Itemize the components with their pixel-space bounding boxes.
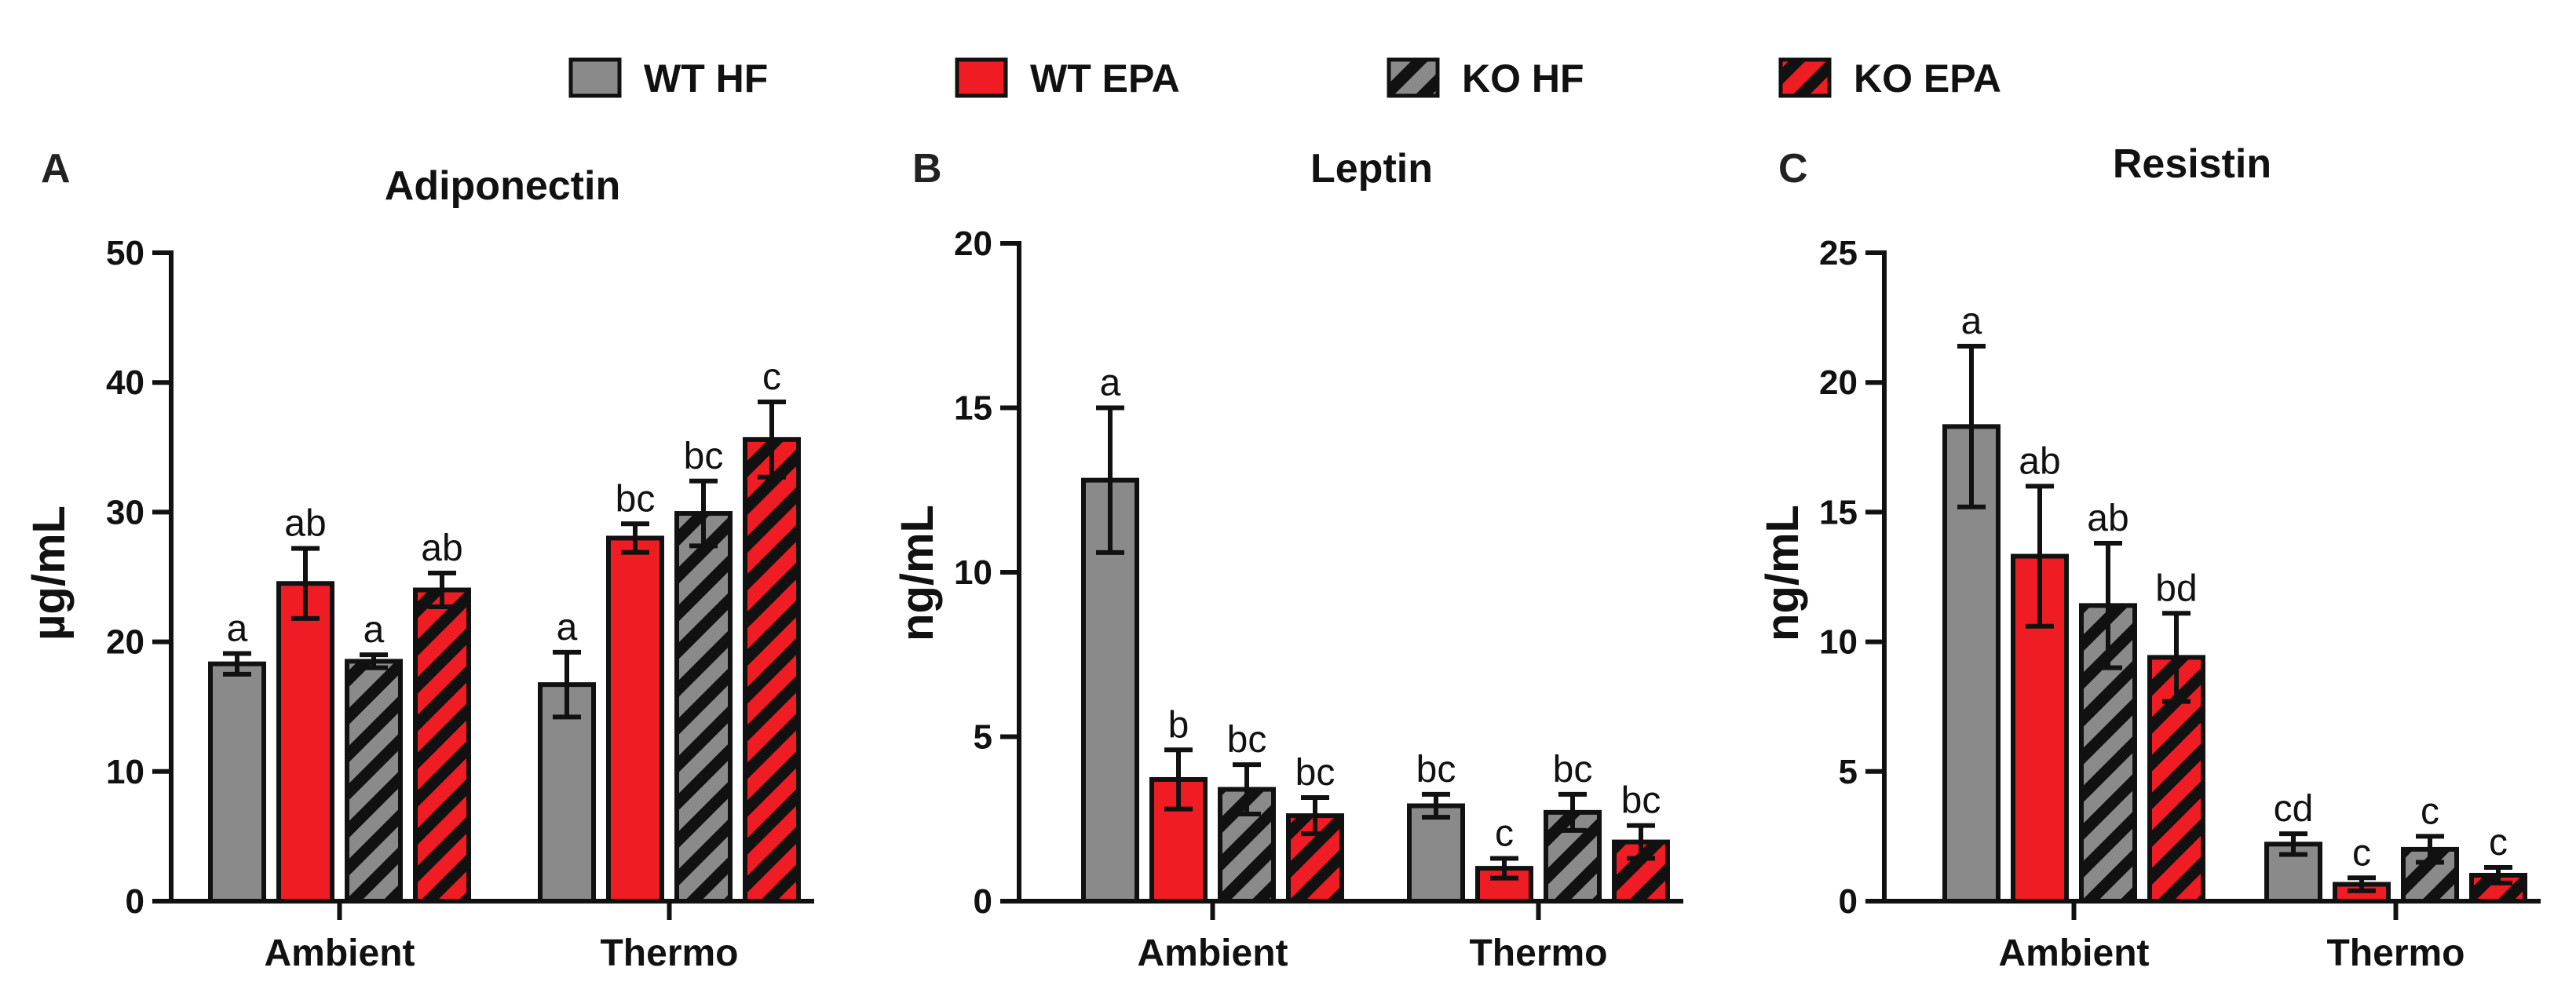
- legend-swatch-wt-epa: [955, 57, 1008, 98]
- significance-label: a: [364, 609, 385, 651]
- significance-label: b: [1168, 704, 1189, 746]
- bar-ko-hf-thermo: [674, 511, 733, 904]
- significance-label: bc: [684, 436, 724, 477]
- y-tick-label: 20: [954, 225, 992, 263]
- panel-b-letter: B: [912, 146, 942, 192]
- y-tick-label: 30: [106, 493, 144, 531]
- panel-a-ylabel: µg/mL: [24, 506, 75, 641]
- bar-ko-hf-ambient: [345, 659, 403, 904]
- y-tick-label: 10: [954, 553, 992, 592]
- significance-label: cd: [2274, 788, 2314, 830]
- significance-label: c: [2421, 790, 2439, 832]
- x-category-label-ambient: Ambient: [265, 933, 415, 974]
- panel-c-title: Resistin: [2113, 141, 2271, 187]
- x-category-label-thermo: Thermo: [1469, 933, 1607, 974]
- bar-wt-epa-thermo: [606, 535, 664, 904]
- significance-label: bc: [1553, 749, 1593, 790]
- significance-label: bd: [2155, 568, 2197, 609]
- significance-label: bc: [616, 478, 656, 520]
- legend-label-ko-epa: KO EPA: [1854, 57, 2001, 100]
- panel-a-letter: A: [41, 146, 71, 192]
- panel-a-title: Adiponectin: [385, 163, 620, 209]
- legend-swatch-ko-epa: [1778, 57, 1832, 98]
- y-tick-label: 0: [126, 882, 144, 921]
- y-tick-label: 15: [954, 389, 992, 428]
- significance-label: ab: [2087, 498, 2128, 539]
- significance-label: bc: [1416, 749, 1456, 790]
- bar-wt-epa-ambient: [276, 581, 334, 904]
- y-tick-label: 20: [106, 623, 144, 662]
- y-tick-label: 40: [106, 363, 144, 402]
- significance-label: a: [1961, 301, 1982, 342]
- legend-item-ko-epa: KO EPA: [1778, 57, 2001, 100]
- legend-swatch-wt-hf: [568, 57, 622, 98]
- significance-label: ab: [284, 503, 326, 545]
- bar-wt-hf-thermo: [538, 682, 596, 904]
- y-tick-label: 0: [974, 882, 992, 921]
- legend-label-wt-hf: WT HF: [644, 57, 768, 100]
- legend-item-ko-hf: KO HF: [1387, 57, 1584, 100]
- significance-label: ab: [2019, 440, 2060, 482]
- legend-item-wt-epa: WT EPA: [955, 57, 1180, 100]
- x-category-label-thermo: Thermo: [2326, 933, 2465, 974]
- panel-c-ylabel: ng/mL: [1757, 505, 1808, 641]
- significance-label: c: [1495, 813, 1514, 855]
- significance-label: c: [762, 356, 781, 398]
- x-category-label-ambient: Ambient: [1138, 933, 1288, 974]
- significance-label: bc: [1621, 780, 1661, 822]
- y-tick-label: 10: [106, 753, 144, 791]
- y-tick-label: 50: [106, 234, 144, 272]
- significance-label: c: [2489, 822, 2508, 863]
- significance-label: a: [557, 607, 578, 648]
- significance-label: a: [227, 608, 248, 649]
- bar-wt-hf-thermo: [1407, 803, 1465, 904]
- y-tick-label: 5: [974, 718, 992, 757]
- significance-label: a: [1100, 363, 1121, 404]
- legend-label-ko-hf: KO HF: [1462, 57, 1584, 100]
- panel-a: A Adiponectin µg/mL 01020304050Ambientaa…: [24, 146, 814, 974]
- y-tick-label: 15: [1819, 493, 1858, 531]
- bar-wt-hf-ambient: [208, 661, 266, 904]
- x-category-label-ambient: Ambient: [1999, 933, 2150, 974]
- legend: WT HF WT EPA KO HF KO EPA: [568, 57, 2001, 100]
- y-tick-label: 25: [1819, 234, 1858, 272]
- y-tick-label: 10: [1819, 623, 1858, 662]
- legend-label-wt-epa: WT EPA: [1030, 57, 1180, 100]
- significance-label: bc: [1227, 719, 1267, 761]
- x-category-label-thermo: Thermo: [600, 933, 738, 974]
- legend-item-wt-hf: WT HF: [568, 57, 768, 100]
- significance-label: bc: [1295, 752, 1336, 794]
- significance-label: ab: [421, 528, 462, 569]
- y-tick-label: 5: [1839, 753, 1858, 791]
- panel-b-title: Leptin: [1310, 146, 1433, 192]
- y-tick-label: 0: [1839, 882, 1858, 921]
- bar-ko-epa-thermo: [743, 436, 801, 904]
- legend-swatch-ko-hf: [1387, 57, 1440, 98]
- panel-b-ylabel: ng/mL: [892, 505, 943, 641]
- panel-c: C Resistin ng/mL 0510152025Ambientaababb…: [1757, 141, 2541, 974]
- panel-c-letter: C: [1778, 146, 1808, 192]
- bar-ko-epa-ambient: [413, 587, 471, 904]
- y-tick-label: 20: [1819, 363, 1858, 402]
- significance-label: c: [2352, 832, 2371, 874]
